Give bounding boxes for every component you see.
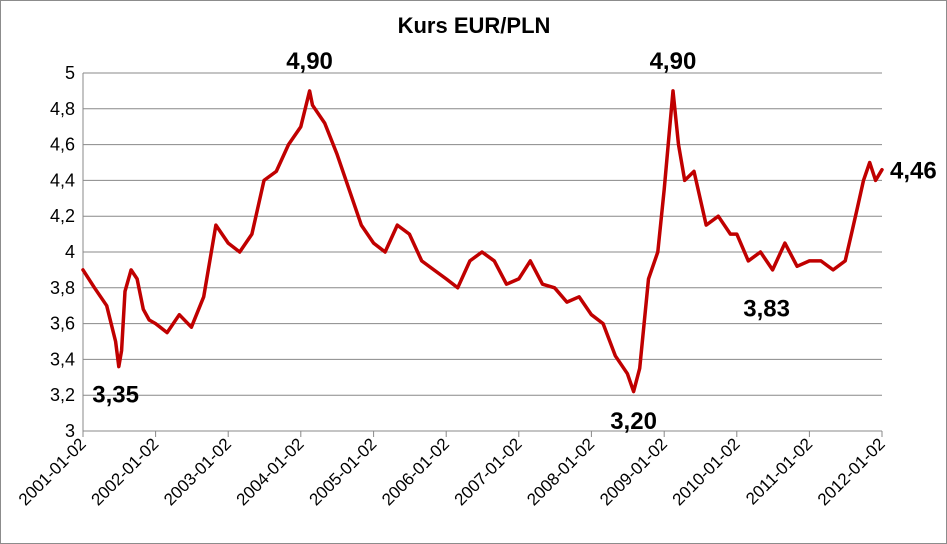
data-annotation: 3,83 bbox=[743, 295, 790, 322]
data-annotation: 4,90 bbox=[286, 48, 333, 75]
x-tick-label: 2004-01-02 bbox=[233, 434, 308, 509]
chart-title: Kurs EUR/PLN bbox=[398, 13, 551, 38]
y-tick-label: 4,6 bbox=[50, 135, 75, 155]
y-axis-ticks: 3 3,2 3,4 3,6 3,8 4 4,2 4,4 4,6 4,8 5 bbox=[50, 63, 75, 441]
series-lines bbox=[81, 89, 884, 394]
data-annotation: 3,20 bbox=[610, 408, 657, 435]
annotations: 3,35 4,90 3,20 4,90 3,83 4,46 bbox=[92, 48, 936, 435]
x-tick-label: 2005-01-02 bbox=[305, 434, 380, 509]
x-tick-label: 2008-01-02 bbox=[523, 434, 598, 509]
x-tick-label: 2006-01-02 bbox=[378, 434, 453, 509]
x-tick-label: 2012-01-02 bbox=[814, 434, 889, 509]
y-tick-label: 4,8 bbox=[50, 99, 75, 119]
y-tick-label: 3,6 bbox=[50, 314, 75, 334]
y-tick-label: 3,8 bbox=[50, 278, 75, 298]
x-tick-label: 2009-01-02 bbox=[596, 434, 671, 509]
x-tick-label: 2007-01-02 bbox=[451, 434, 526, 509]
y-tick-label: 4,2 bbox=[50, 206, 75, 226]
y-tick-label: 3,4 bbox=[50, 349, 75, 369]
y-tick-label: 3 bbox=[65, 421, 75, 441]
x-tick-label: 2001-01-02 bbox=[15, 434, 90, 509]
x-tick-label: 2003-01-02 bbox=[160, 434, 235, 509]
x-tick-label: 2002-01-02 bbox=[87, 434, 162, 509]
y-tick-label: 4 bbox=[65, 242, 75, 262]
x-tick-label: 2010-01-02 bbox=[669, 434, 744, 509]
y-tick-label: 5 bbox=[65, 63, 75, 83]
data-annotation: 3,35 bbox=[92, 381, 139, 408]
y-tick-label: 4,4 bbox=[50, 170, 75, 190]
data-annotation: 4,90 bbox=[650, 48, 697, 75]
x-tick-label: 2011-01-02 bbox=[742, 434, 816, 508]
data-annotation: 4,46 bbox=[890, 158, 937, 185]
series-line bbox=[81, 89, 884, 394]
x-axis-ticks: 2001-01-022002-01-022003-01-022004-01-02… bbox=[15, 431, 889, 509]
y-tick-label: 3,2 bbox=[50, 385, 75, 405]
